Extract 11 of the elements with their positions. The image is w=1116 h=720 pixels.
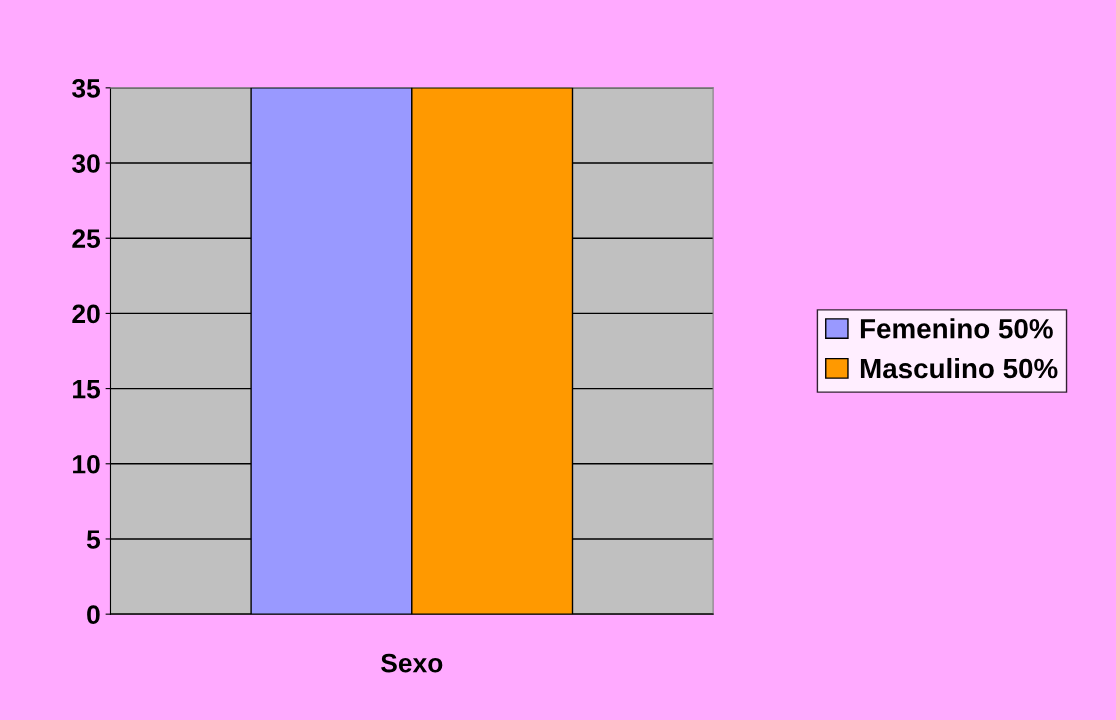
legend-label: Masculino 50% <box>860 357 1058 379</box>
y-tick-label: 5 <box>86 530 101 549</box>
y-tick-label: 0 <box>87 605 100 624</box>
y-tick-label: 35 <box>72 78 101 98</box>
y-tick-label: 10 <box>73 454 100 474</box>
y-tick-label: 30 <box>72 154 100 173</box>
y-tick-label: 25 <box>72 229 101 249</box>
legend-label: Femenino 50% <box>860 318 1053 339</box>
y-tick-label: 20 <box>72 304 100 324</box>
x-tick-label: Sexo <box>381 653 443 673</box>
y-tick-label: 15 <box>73 380 101 399</box>
